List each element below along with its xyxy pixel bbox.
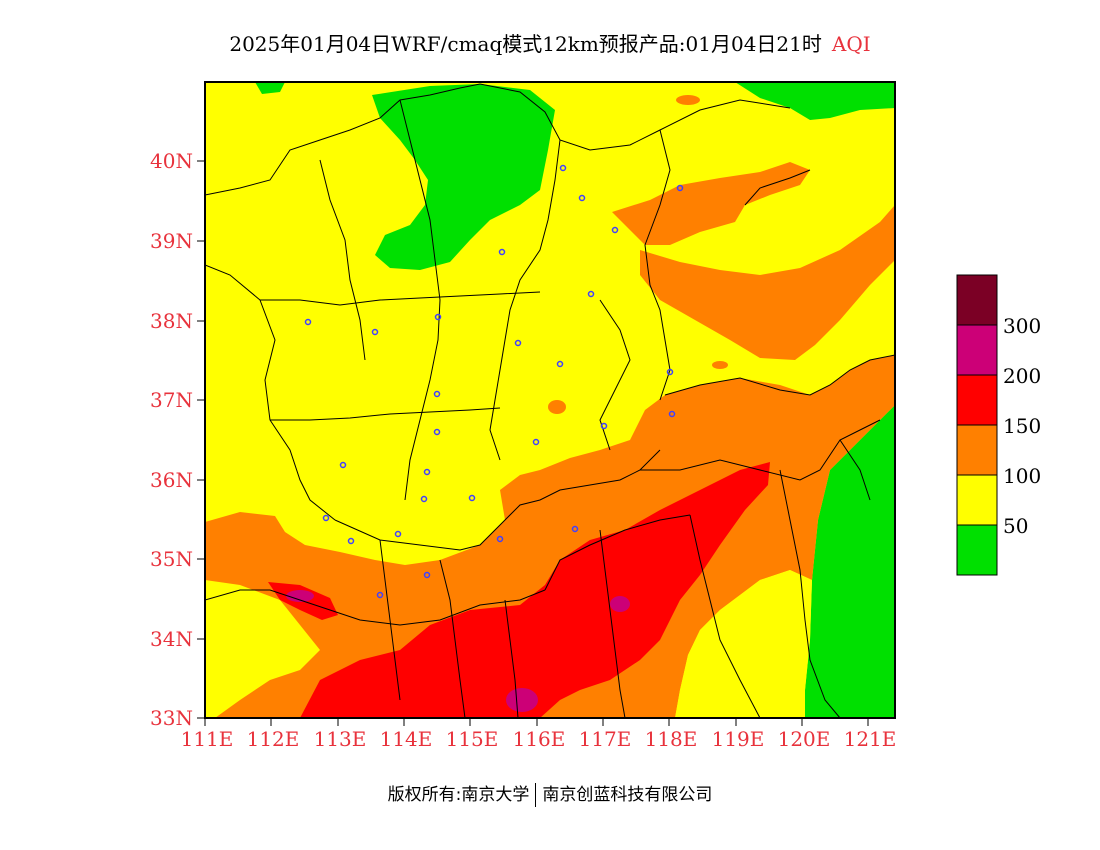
yellow-zone-southwest (205, 580, 320, 718)
orange-blob-2 (676, 95, 700, 105)
legend-swatch (957, 375, 997, 425)
copyright-text: 版权所有:南京大学 (387, 785, 530, 805)
lat-ticks (197, 160, 205, 719)
city-marker (347, 537, 355, 545)
city-marker (676, 184, 684, 192)
company-text: 南京创蓝科技有限公司 (542, 785, 713, 805)
lon-label: 121E (844, 727, 897, 751)
city-marker (423, 571, 431, 579)
legend-swatch (957, 325, 997, 375)
lat-label: 39N (150, 229, 193, 253)
city-marker (420, 495, 428, 503)
orange-zone-east-band (640, 205, 895, 360)
orange-zone-south (205, 355, 895, 718)
green-zone-sea (805, 405, 895, 718)
city-marker (556, 360, 564, 368)
lon-label: 111E (181, 727, 234, 751)
city-marker (668, 410, 676, 418)
city-markers (304, 164, 684, 599)
red-zone-main (300, 462, 770, 718)
city-marker (468, 494, 476, 502)
legend-label: 100 (1003, 464, 1041, 488)
province-boundaries (205, 83, 895, 718)
lat-label: 34N (150, 627, 193, 651)
lon-label: 120E (778, 727, 831, 751)
legend-swatch (957, 425, 997, 475)
lon-ticks (204, 718, 869, 726)
footer-separator (535, 783, 537, 807)
city-marker (433, 390, 441, 398)
legend-label: 300 (1003, 314, 1041, 338)
city-marker (498, 248, 506, 256)
green-zone-top-left (255, 82, 285, 94)
city-marker (611, 226, 619, 234)
city-marker (532, 438, 540, 446)
legend-label: 200 (1003, 364, 1041, 388)
city-marker (304, 318, 312, 326)
lon-label: 118E (645, 727, 698, 751)
legend-swatch (957, 275, 997, 325)
green-zone-top-right (735, 82, 895, 120)
lon-label: 112E (247, 727, 300, 751)
map-title: 2025年01月04日WRF/cmaq模式12km预报产品:01月04日21时 A… (0, 28, 1100, 57)
city-marker (496, 535, 504, 543)
legend-label: 150 (1003, 414, 1041, 438)
title-text: 2025年01月04日WRF/cmaq模式12km预报产品:01月04日21时 (229, 32, 822, 56)
city-marker (376, 591, 384, 599)
copyright-footer: 版权所有:南京大学 南京创蓝科技有限公司 (0, 780, 1100, 807)
city-marker (394, 530, 402, 538)
lon-label: 114E (380, 727, 433, 751)
green-zone-north (372, 84, 555, 270)
city-marker (514, 339, 522, 347)
legend-label: 50 (1003, 514, 1028, 538)
orange-blob-3 (712, 361, 728, 369)
lon-label: 113E (314, 727, 367, 751)
orange-blob-1 (548, 400, 566, 414)
city-marker (666, 368, 674, 376)
lat-label: 33N (150, 706, 193, 730)
city-marker (433, 428, 441, 436)
legend-swatch (957, 475, 997, 525)
color-legend: 300 200 150 100 50 (956, 274, 1041, 576)
city-marker (434, 313, 442, 321)
city-marker (339, 461, 347, 469)
legend-swatch (957, 525, 997, 575)
city-marker (600, 422, 608, 430)
city-marker (423, 468, 431, 476)
legend-dividers (957, 324, 997, 526)
city-marker (578, 194, 586, 202)
lat-labels: 40N 39N 38N 37N 36N 35N 34N 33N (150, 149, 193, 730)
yellow-zone-southeast (675, 570, 812, 718)
aqi-field (205, 82, 895, 718)
magenta-spot-south (506, 688, 538, 712)
magenta-spot-center (610, 596, 630, 612)
lon-label: 119E (712, 727, 765, 751)
city-marker (322, 514, 330, 522)
lat-label: 35N (150, 547, 193, 571)
lon-label: 115E (446, 727, 499, 751)
city-marker (587, 290, 595, 298)
orange-zone-northeast (612, 162, 810, 245)
lon-label: 117E (579, 727, 632, 751)
lat-label: 40N (150, 149, 193, 173)
magenta-spot-west (286, 590, 314, 602)
city-marker (559, 164, 567, 172)
lon-labels: 111E 112E 113E 114E 115E 116E 117E 118E … (181, 727, 897, 751)
lat-label: 37N (150, 388, 193, 412)
city-marker (571, 525, 579, 533)
lat-label: 36N (150, 468, 193, 492)
city-marker (371, 328, 379, 336)
variable-label: AQI (831, 32, 871, 56)
lat-label: 38N (150, 309, 193, 333)
lon-label: 116E (513, 727, 566, 751)
